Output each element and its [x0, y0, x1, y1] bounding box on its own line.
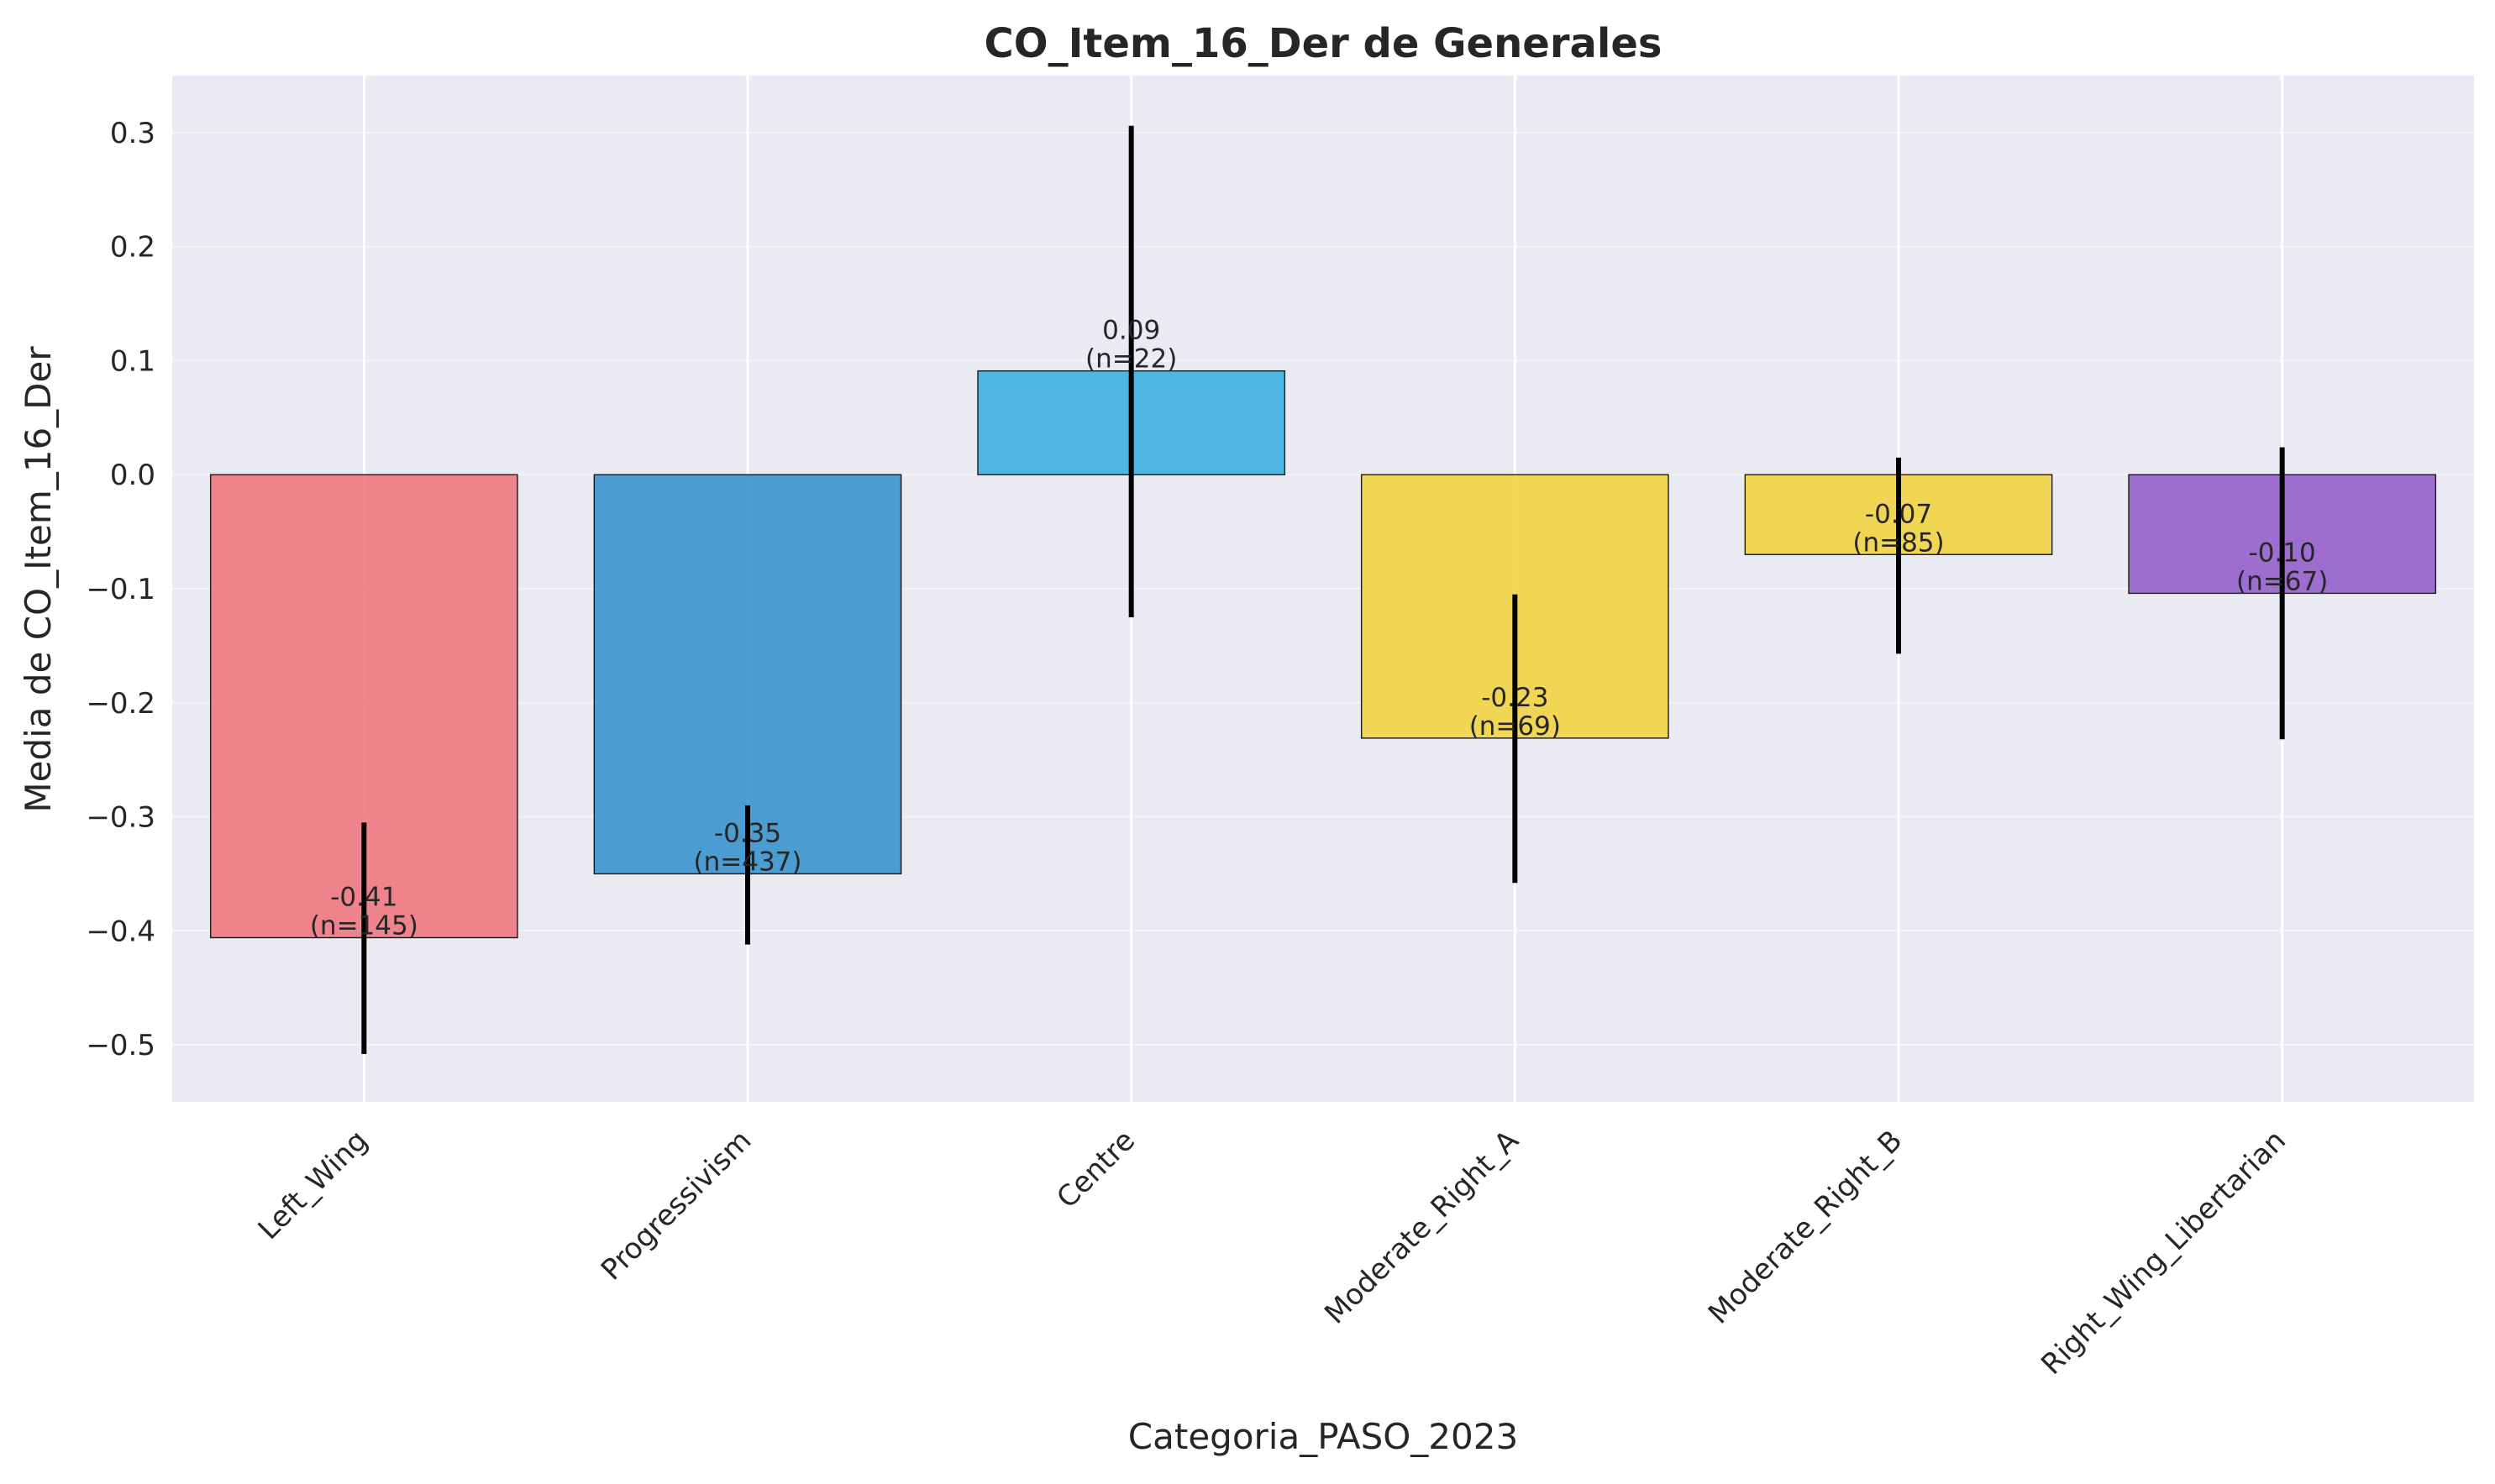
- y-axis-label: Media de CO_Item_16_Der: [18, 346, 59, 813]
- bar-value-label: -0.35: [714, 818, 781, 848]
- y-tick-label: 0.2: [110, 231, 155, 265]
- y-tick-label: −0.5: [86, 1029, 155, 1062]
- bar-value-label: -0.07: [1865, 499, 1932, 529]
- chart-title: CO_Item_16_Der de Generales: [985, 20, 1662, 67]
- bar-value-label: -0.41: [330, 882, 397, 912]
- y-tick-label: −0.2: [86, 687, 155, 721]
- bar-n-label: (n=85): [1852, 527, 1944, 558]
- y-tick-labels: −0.5 −0.4 −0.3 −0.2 −0.1 0.0 0.1 0.2 0.3: [86, 117, 155, 1062]
- y-tick-label: 0.1: [110, 344, 155, 378]
- y-tick-label: −0.3: [86, 801, 155, 835]
- bar-labels: -0.41(n=145)-0.35(n=437)0.09(n=22)-0.23(…: [310, 316, 2328, 941]
- y-tick-label: −0.1: [86, 573, 155, 606]
- bar-n-label: (n=67): [2236, 566, 2328, 596]
- y-tick-label: −0.4: [86, 915, 155, 948]
- error-bars: [361, 125, 2285, 1054]
- bar-n-label: (n=437): [694, 847, 802, 877]
- bar-n-label: (n=69): [1469, 711, 1561, 742]
- y-tick-label: 0.3: [110, 117, 155, 150]
- bar-value-label: -0.23: [1481, 683, 1548, 713]
- bar-n-label: (n=145): [310, 910, 418, 941]
- x-axis-label: Categoria_PASO_2023: [1128, 1416, 1518, 1457]
- bar-value-label: 0.09: [1102, 316, 1160, 346]
- y-tick-label: 0.0: [110, 459, 155, 492]
- bar-n-label: (n=22): [1085, 344, 1177, 375]
- bar-value-label: -0.10: [2249, 537, 2316, 568]
